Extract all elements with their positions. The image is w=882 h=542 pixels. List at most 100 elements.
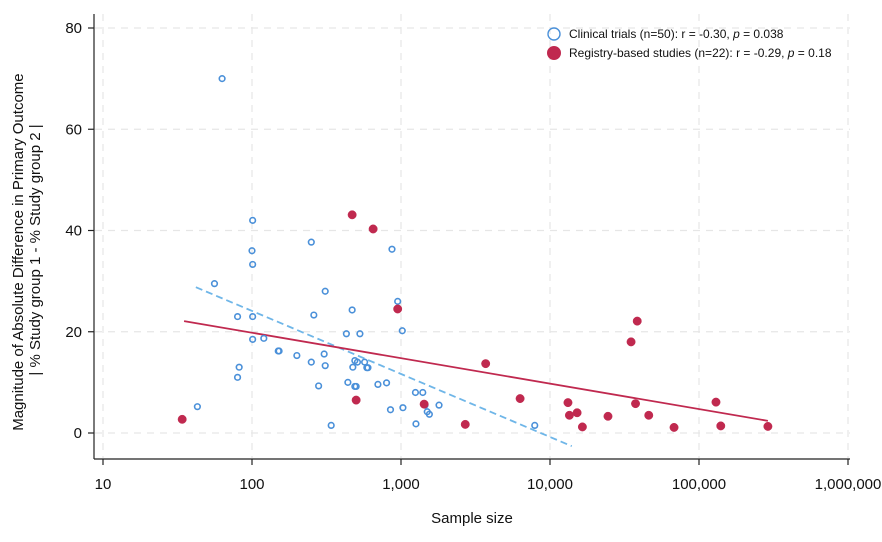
grid-lines [95,14,850,458]
legend-stat-registry: : r = -0.29, [729,46,787,60]
point-clinical [249,312,257,321]
point-clinical [233,373,242,381]
point-clinical [275,347,283,355]
y-axis-title: Magnitude of Absolute Difference in Prim… [10,69,44,431]
y-axis-title-line-1: Magnitude of Absolute Difference in Prim… [10,73,27,430]
point-clinical [356,330,364,338]
point-clinical [411,388,420,397]
point-clinical [321,362,329,370]
point-clinical [531,421,539,430]
point-clinical [435,401,443,409]
legend-symbol-clinical [547,27,561,41]
point-registry [347,210,357,220]
point-clinical [235,363,243,371]
point-clinical [321,287,329,295]
point-registry [763,421,773,431]
point-registry [393,304,403,314]
legend-symbol-registry [547,46,561,60]
point-clinical [382,379,391,387]
point-registry [419,399,429,409]
point-registry [711,397,721,407]
point-clinical [307,238,315,246]
fit-lines [183,286,769,447]
point-clinical [233,312,242,321]
point-clinical [249,260,257,269]
point-clinical [348,306,356,314]
point-clinical [260,334,268,342]
point-clinical [394,297,402,305]
point-clinical [352,382,360,391]
point-registry [572,408,582,418]
point-registry [564,410,574,420]
point-registry [351,395,361,405]
x-tick-label: 10,000 [527,476,573,493]
point-clinical [248,247,256,255]
point-registry [577,422,587,432]
legend-p-label-registry: p [787,46,795,60]
point-registry [716,421,726,431]
y-tick-label: 0 [74,425,82,442]
legend-p-label-clinical: p [732,27,740,41]
point-registry [368,224,378,234]
x-tick-label: 1,000 [382,476,420,493]
legend-label-clinical: Clinical trials (n=50): r = -0.30, p = 0… [569,27,784,41]
point-clinical [386,406,395,414]
point-clinical [388,245,396,253]
legend-p-value-registry: = 0.18 [794,46,831,60]
point-clinical [398,327,406,335]
legend-series-name-registry: Registry-based studies (n=22) [569,46,729,60]
point-registry [460,419,470,429]
point-clinical [293,351,301,360]
legend-series-name-clinical: Clinical trials (n=50) [569,27,675,41]
y-axis-title-line-2: | % Study group 1 - % Study group 2 | [27,124,44,375]
data-points [177,75,773,432]
legend: Clinical trials (n=50): r = -0.30, p = 0… [547,27,832,60]
axes: 0 20 40 60 80 10 100 1,000 10,000 100,000 1,000,00… [65,14,881,493]
point-clinical [353,358,362,366]
point-clinical [374,380,382,389]
legend-item-registry: Registry-based studies (n=22): r = -0.29… [547,46,832,60]
point-clinical [210,280,219,288]
point-registry [644,410,654,420]
point-clinical [249,216,257,224]
point-clinical [344,378,352,386]
y-tick-label: 20 [65,324,82,341]
point-clinical [419,388,427,397]
point-clinical [320,350,328,358]
x-tick-label: 1,000,000 [815,476,882,493]
point-clinical [364,364,372,372]
point-registry [515,394,525,404]
fit-line-clinical [195,286,573,447]
point-clinical [307,358,315,366]
point-registry [626,337,636,347]
point-clinical [315,382,323,390]
y-tick-label: 60 [65,121,82,138]
point-registry [669,422,679,432]
point-registry [563,398,573,408]
point-clinical [361,358,369,366]
fit-line-registry [183,320,769,422]
legend-item-clinical: Clinical trials (n=50): r = -0.30, p = 0… [547,27,784,41]
point-clinical [349,363,357,371]
point-clinical [249,335,257,343]
point-clinical [412,420,420,428]
point-clinical [399,404,407,412]
x-tick-label: 100 [239,476,264,493]
point-registry [177,414,187,424]
point-clinical [327,421,335,430]
point-clinical [342,330,350,338]
y-tick-label: 40 [65,223,82,240]
point-registry [632,316,642,326]
legend-label-registry: Registry-based studies (n=22): r = -0.29… [569,46,832,60]
x-tick-label: 10 [95,476,112,493]
point-clinical [218,75,226,83]
point-registry [631,399,640,409]
point-clinical [310,311,318,319]
x-tick-label: 100,000 [672,476,726,493]
point-clinical [425,410,433,418]
legend-stat-clinical: : r = -0.30, [675,27,733,41]
point-registry [481,359,491,369]
legend-p-value-clinical: = 0.038 [740,27,784,41]
point-clinical [193,403,201,411]
